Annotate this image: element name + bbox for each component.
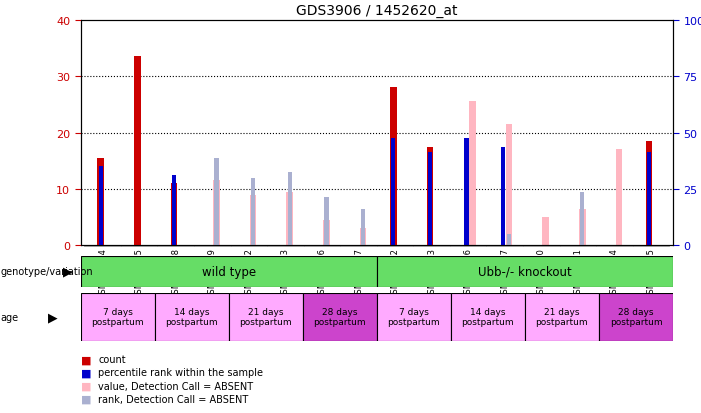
Bar: [543, 218, 549, 246]
Bar: [303, 293, 377, 341]
Bar: [428, 153, 432, 246]
Text: 7 days
postpartum: 7 days postpartum: [388, 307, 440, 327]
Bar: [213, 181, 220, 246]
Bar: [287, 192, 293, 246]
Bar: [451, 293, 525, 341]
Text: ▶: ▶: [62, 265, 72, 278]
Bar: [229, 293, 303, 341]
Bar: [250, 195, 257, 246]
Bar: [426, 147, 433, 246]
Text: 14 days
postpartum: 14 days postpartum: [165, 307, 218, 327]
Text: ■: ■: [81, 394, 91, 404]
Bar: [391, 139, 395, 246]
Text: 21 days
postpartum: 21 days postpartum: [536, 307, 588, 327]
Text: ■: ■: [81, 381, 91, 391]
Bar: [361, 209, 365, 246]
Bar: [390, 88, 397, 246]
Text: 7 days
postpartum: 7 days postpartum: [91, 307, 144, 327]
Bar: [170, 184, 177, 246]
Bar: [646, 142, 653, 246]
Bar: [172, 176, 176, 246]
Bar: [251, 178, 255, 246]
Bar: [501, 147, 505, 246]
Bar: [324, 198, 329, 246]
Text: 14 days
postpartum: 14 days postpartum: [461, 307, 514, 327]
Bar: [507, 235, 511, 246]
Bar: [615, 150, 622, 246]
Text: Ubb-/- knockout: Ubb-/- knockout: [478, 265, 572, 278]
Bar: [580, 192, 585, 246]
Bar: [469, 102, 476, 246]
Bar: [377, 293, 451, 341]
Bar: [525, 293, 599, 341]
Bar: [81, 293, 155, 341]
Bar: [647, 153, 651, 246]
Bar: [506, 125, 512, 246]
Bar: [323, 221, 329, 246]
Bar: [377, 256, 673, 287]
Bar: [287, 173, 292, 246]
Text: ▶: ▶: [48, 311, 57, 323]
Bar: [97, 159, 104, 246]
Bar: [360, 229, 366, 246]
Text: 21 days
postpartum: 21 days postpartum: [240, 307, 292, 327]
Bar: [579, 209, 585, 246]
Text: 28 days
postpartum: 28 days postpartum: [610, 307, 662, 327]
Bar: [99, 167, 103, 246]
Bar: [81, 256, 377, 287]
Text: count: count: [98, 354, 125, 364]
Bar: [464, 139, 468, 246]
Text: ■: ■: [81, 368, 91, 377]
Text: wild type: wild type: [202, 265, 256, 278]
Text: ■: ■: [81, 354, 91, 364]
Bar: [155, 293, 229, 341]
Bar: [599, 293, 673, 341]
Text: rank, Detection Call = ABSENT: rank, Detection Call = ABSENT: [98, 394, 248, 404]
Text: age: age: [1, 312, 19, 322]
Bar: [134, 57, 141, 246]
Text: genotype/variation: genotype/variation: [1, 266, 93, 277]
Bar: [215, 159, 219, 246]
Text: 28 days
postpartum: 28 days postpartum: [313, 307, 366, 327]
Text: value, Detection Call = ABSENT: value, Detection Call = ABSENT: [98, 381, 253, 391]
Text: percentile rank within the sample: percentile rank within the sample: [98, 368, 263, 377]
Title: GDS3906 / 1452620_at: GDS3906 / 1452620_at: [296, 4, 458, 18]
